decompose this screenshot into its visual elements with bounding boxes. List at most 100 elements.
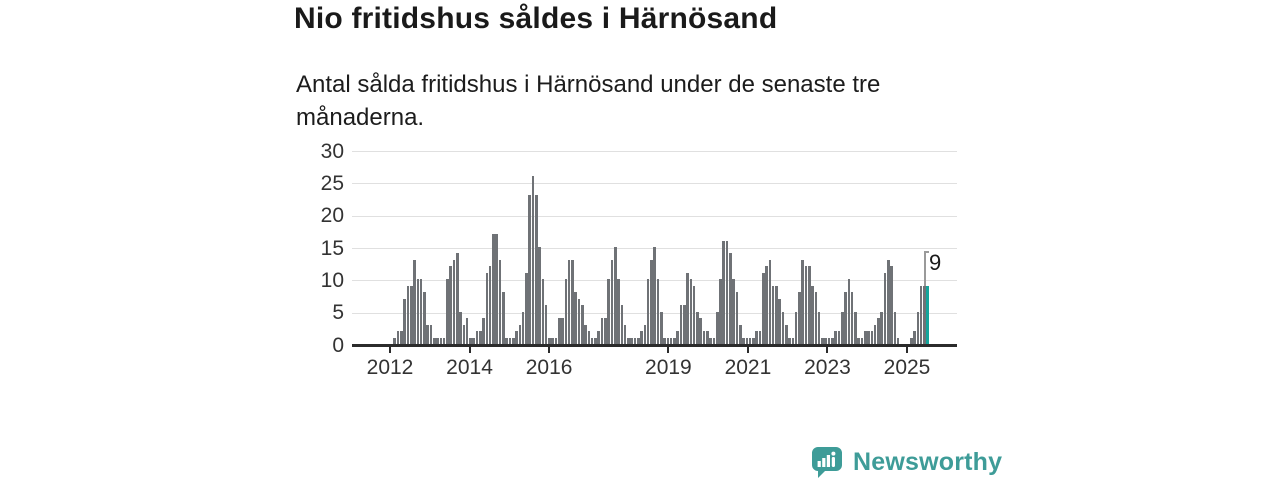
bar	[725, 241, 729, 344]
bar	[804, 266, 808, 344]
bar	[650, 260, 653, 344]
bar	[610, 260, 614, 344]
bar	[492, 234, 495, 344]
bar	[794, 312, 798, 344]
bar	[413, 260, 416, 344]
bar	[785, 325, 788, 344]
bar	[771, 286, 775, 344]
bar	[488, 266, 492, 344]
bar	[893, 312, 897, 344]
bar	[745, 338, 749, 344]
bar	[607, 279, 610, 344]
bar	[406, 286, 410, 344]
x-axis-tick	[826, 347, 829, 353]
bar	[735, 292, 739, 344]
bar	[837, 331, 841, 344]
bar	[508, 338, 512, 344]
bar	[683, 305, 686, 344]
bar	[544, 305, 548, 344]
y-axis-label: 10	[320, 268, 344, 292]
y-axis-label: 15	[320, 236, 344, 260]
bar	[479, 331, 482, 344]
bar	[709, 338, 712, 344]
bar	[863, 331, 867, 344]
bar	[498, 260, 502, 344]
bar	[781, 312, 785, 344]
bar	[423, 292, 426, 344]
bar	[913, 331, 916, 344]
y-gridline	[352, 151, 957, 153]
bar	[393, 338, 397, 344]
bar	[923, 286, 926, 344]
bar	[525, 273, 528, 344]
bar	[857, 338, 860, 344]
bar	[617, 279, 620, 344]
bar	[551, 338, 554, 344]
bar	[409, 286, 413, 344]
bar	[712, 338, 716, 344]
bar	[584, 325, 587, 344]
bar	[666, 338, 670, 344]
bar	[827, 338, 831, 344]
bar	[577, 299, 581, 344]
bar	[814, 292, 818, 344]
bar	[627, 338, 630, 344]
newsworthy-logo-icon	[812, 447, 842, 478]
bar	[646, 279, 650, 344]
bar	[706, 331, 709, 344]
bar	[738, 325, 742, 344]
highlight-callout-hook	[923, 251, 929, 253]
x-axis-label: 2021	[724, 356, 772, 379]
bar	[521, 312, 525, 344]
bar	[597, 331, 601, 344]
bar	[567, 260, 571, 344]
y-axis-label: 25	[320, 171, 344, 195]
bar	[880, 312, 883, 344]
bar	[604, 318, 607, 344]
bar	[482, 318, 485, 344]
bar	[679, 305, 683, 344]
bar	[643, 325, 647, 344]
highlight-value-label: 9	[928, 250, 942, 275]
bar	[663, 338, 666, 344]
bar	[821, 338, 824, 344]
bar	[775, 286, 778, 344]
newsworthy-logo-text: Newsworthy	[853, 447, 1003, 476]
bar	[432, 338, 436, 344]
bar	[403, 299, 406, 344]
bar	[653, 247, 656, 344]
bar	[755, 331, 758, 344]
bar	[844, 292, 847, 344]
bar	[768, 260, 772, 344]
bar	[416, 279, 420, 344]
bar	[742, 338, 745, 344]
bar	[834, 331, 837, 344]
x-axis-tick	[906, 347, 908, 353]
bar	[511, 338, 515, 344]
bar	[801, 260, 805, 344]
bar	[613, 247, 617, 344]
bar	[538, 247, 541, 344]
bar	[676, 331, 680, 344]
bar	[817, 312, 821, 344]
bar	[699, 318, 703, 344]
bar	[623, 325, 627, 344]
bar	[459, 312, 462, 344]
bar	[877, 318, 880, 344]
bar	[659, 312, 663, 344]
x-axis-tick	[468, 347, 471, 353]
bar	[400, 331, 403, 344]
bar	[590, 338, 594, 344]
bar	[640, 331, 643, 344]
bar	[475, 331, 479, 344]
y-axis-label: 5	[332, 301, 344, 325]
bar	[860, 338, 864, 344]
bar	[534, 195, 538, 344]
bar	[752, 338, 755, 344]
y-gridline	[352, 183, 957, 185]
x-axis-label: 2019	[645, 356, 692, 379]
bar	[788, 338, 791, 344]
bar	[600, 318, 604, 344]
bar	[867, 331, 870, 344]
